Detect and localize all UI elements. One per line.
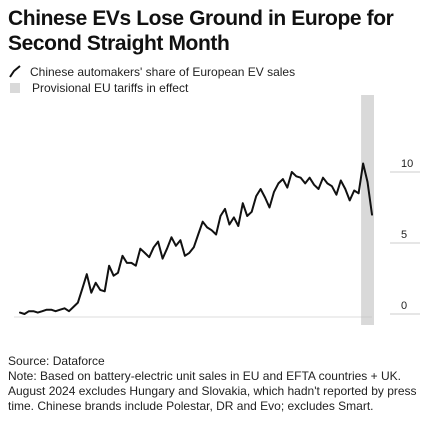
series-line	[19, 162, 373, 315]
chart-notes: Source: Dataforce Note: Based on battery…	[8, 354, 440, 414]
legend-tariff-label: Provisional EU tariffs in effect	[32, 81, 189, 95]
y-tick-label: 5	[401, 229, 407, 241]
chart-title: Chinese EVs Lose Ground in Europe for Se…	[8, 7, 394, 55]
y-tick-label: 10	[401, 158, 413, 170]
legend-series: Chinese automakers' share of European EV…	[8, 65, 295, 79]
note-text: Note: Based on battery-electric unit sal…	[8, 369, 417, 413]
tariff-band	[361, 95, 374, 325]
tariff-swatch-icon	[10, 83, 20, 93]
source-text: Source: Dataforce	[8, 354, 105, 368]
legend-tariff: Provisional EU tariffs in effect	[8, 81, 188, 95]
legend-series-label: Chinese automakers' share of European EV…	[30, 65, 296, 79]
y-tick-label: 0	[401, 300, 407, 312]
line-chart: 051015%	[14, 95, 420, 325]
line-legend-icon	[9, 65, 21, 78]
